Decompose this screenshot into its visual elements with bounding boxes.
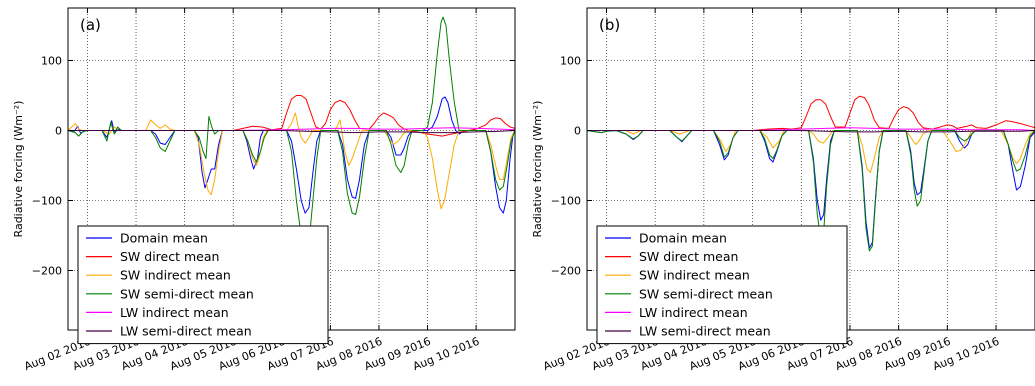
legend-box: [596, 225, 848, 345]
legend-label: Domain mean: [639, 231, 727, 246]
legend-label: LW semi-direct mean: [639, 324, 771, 339]
y-tick-label: 100: [560, 55, 581, 68]
y-tick-label: −100: [32, 195, 62, 208]
y-tick-label: −200: [32, 265, 62, 278]
series-line-domain-mean: [68, 96, 515, 214]
series-line-sw-indirect-mean: [587, 130, 1035, 173]
series-line-lw-semi-direct-mean: [587, 130, 1035, 133]
legend-box: [77, 225, 329, 345]
legend-label: SW direct mean: [639, 249, 738, 264]
series-line-lw-semi-direct-mean: [68, 130, 515, 134]
legend-label: SW indirect mean: [120, 268, 231, 283]
legend-label: SW indirect mean: [639, 268, 750, 283]
legend-label: LW indirect mean: [120, 305, 229, 320]
series-group: [68, 16, 515, 254]
y-tick-label: −200: [551, 265, 581, 278]
legend-label: Domain mean: [120, 231, 208, 246]
y-tick-label: 0: [55, 125, 62, 138]
legend-label: SW direct mean: [120, 249, 219, 264]
series-line-lw-indirect-mean: [587, 127, 1035, 131]
panel-label: (b): [599, 16, 620, 34]
legend: Domain mean SW direct mean SW indirect mea…: [596, 225, 848, 345]
y-axis-label: Radiative forcing (Wm⁻²): [12, 101, 25, 238]
legend-label: LW semi-direct mean: [120, 324, 252, 339]
legend-label: SW semi-direct mean: [120, 286, 254, 301]
legend: Domain mean SW direct mean SW indirect mea…: [77, 225, 329, 345]
legend-label: SW semi-direct mean: [639, 286, 773, 301]
series-group: [587, 95, 1035, 252]
series-line-sw-indirect-mean: [68, 112, 515, 210]
series-line-sw-semi-direct-mean: [587, 130, 1035, 252]
y-tick-label: 100: [41, 55, 62, 68]
y-tick-label: −100: [551, 195, 581, 208]
series-line-sw-direct-mean: [587, 95, 1035, 131]
y-axis-label: Radiative forcing (Wm⁻²): [531, 101, 544, 238]
y-tick-label: 0: [574, 125, 581, 138]
series-line-lw-indirect-mean: [68, 127, 515, 131]
panel-label: (a): [80, 16, 101, 34]
legend-label: LW indirect mean: [639, 305, 748, 320]
